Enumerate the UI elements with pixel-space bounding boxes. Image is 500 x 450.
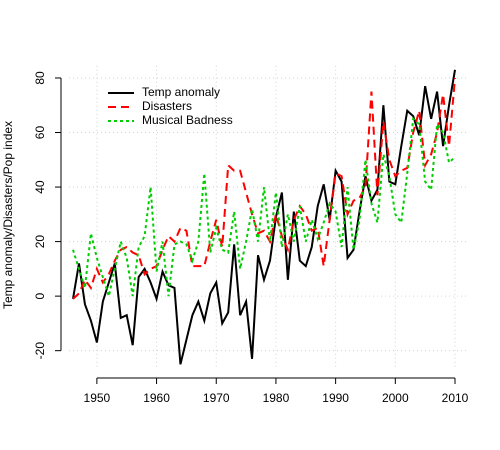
y-tick-label: 20 xyxy=(33,235,47,249)
y-tick-label: 40 xyxy=(33,180,47,194)
x-tick-label: 1960 xyxy=(143,391,170,405)
y-tick-label: 80 xyxy=(33,71,47,85)
y-tick-label: 0 xyxy=(33,292,47,299)
series-line xyxy=(72,77,456,300)
y-tick-label: -20 xyxy=(33,342,47,360)
x-tick-label: 1970 xyxy=(203,391,230,405)
x-tick-label: 1950 xyxy=(84,391,111,405)
y-tick-label: 60 xyxy=(33,126,47,140)
legend-label: Temp anomaly xyxy=(142,85,220,99)
x-tick-label: 2010 xyxy=(442,391,469,405)
legend-label: Disasters xyxy=(142,99,192,113)
series-line xyxy=(72,116,456,301)
series-line xyxy=(72,69,456,365)
y-axis-label: Temp anomaly/Disasters/Pop index xyxy=(1,121,15,309)
x-tick-label: 1980 xyxy=(263,391,290,405)
x-tick-label: 1990 xyxy=(322,391,349,405)
legend-label: Musical Badness xyxy=(142,113,233,127)
x-tick-label: 2000 xyxy=(382,391,409,405)
